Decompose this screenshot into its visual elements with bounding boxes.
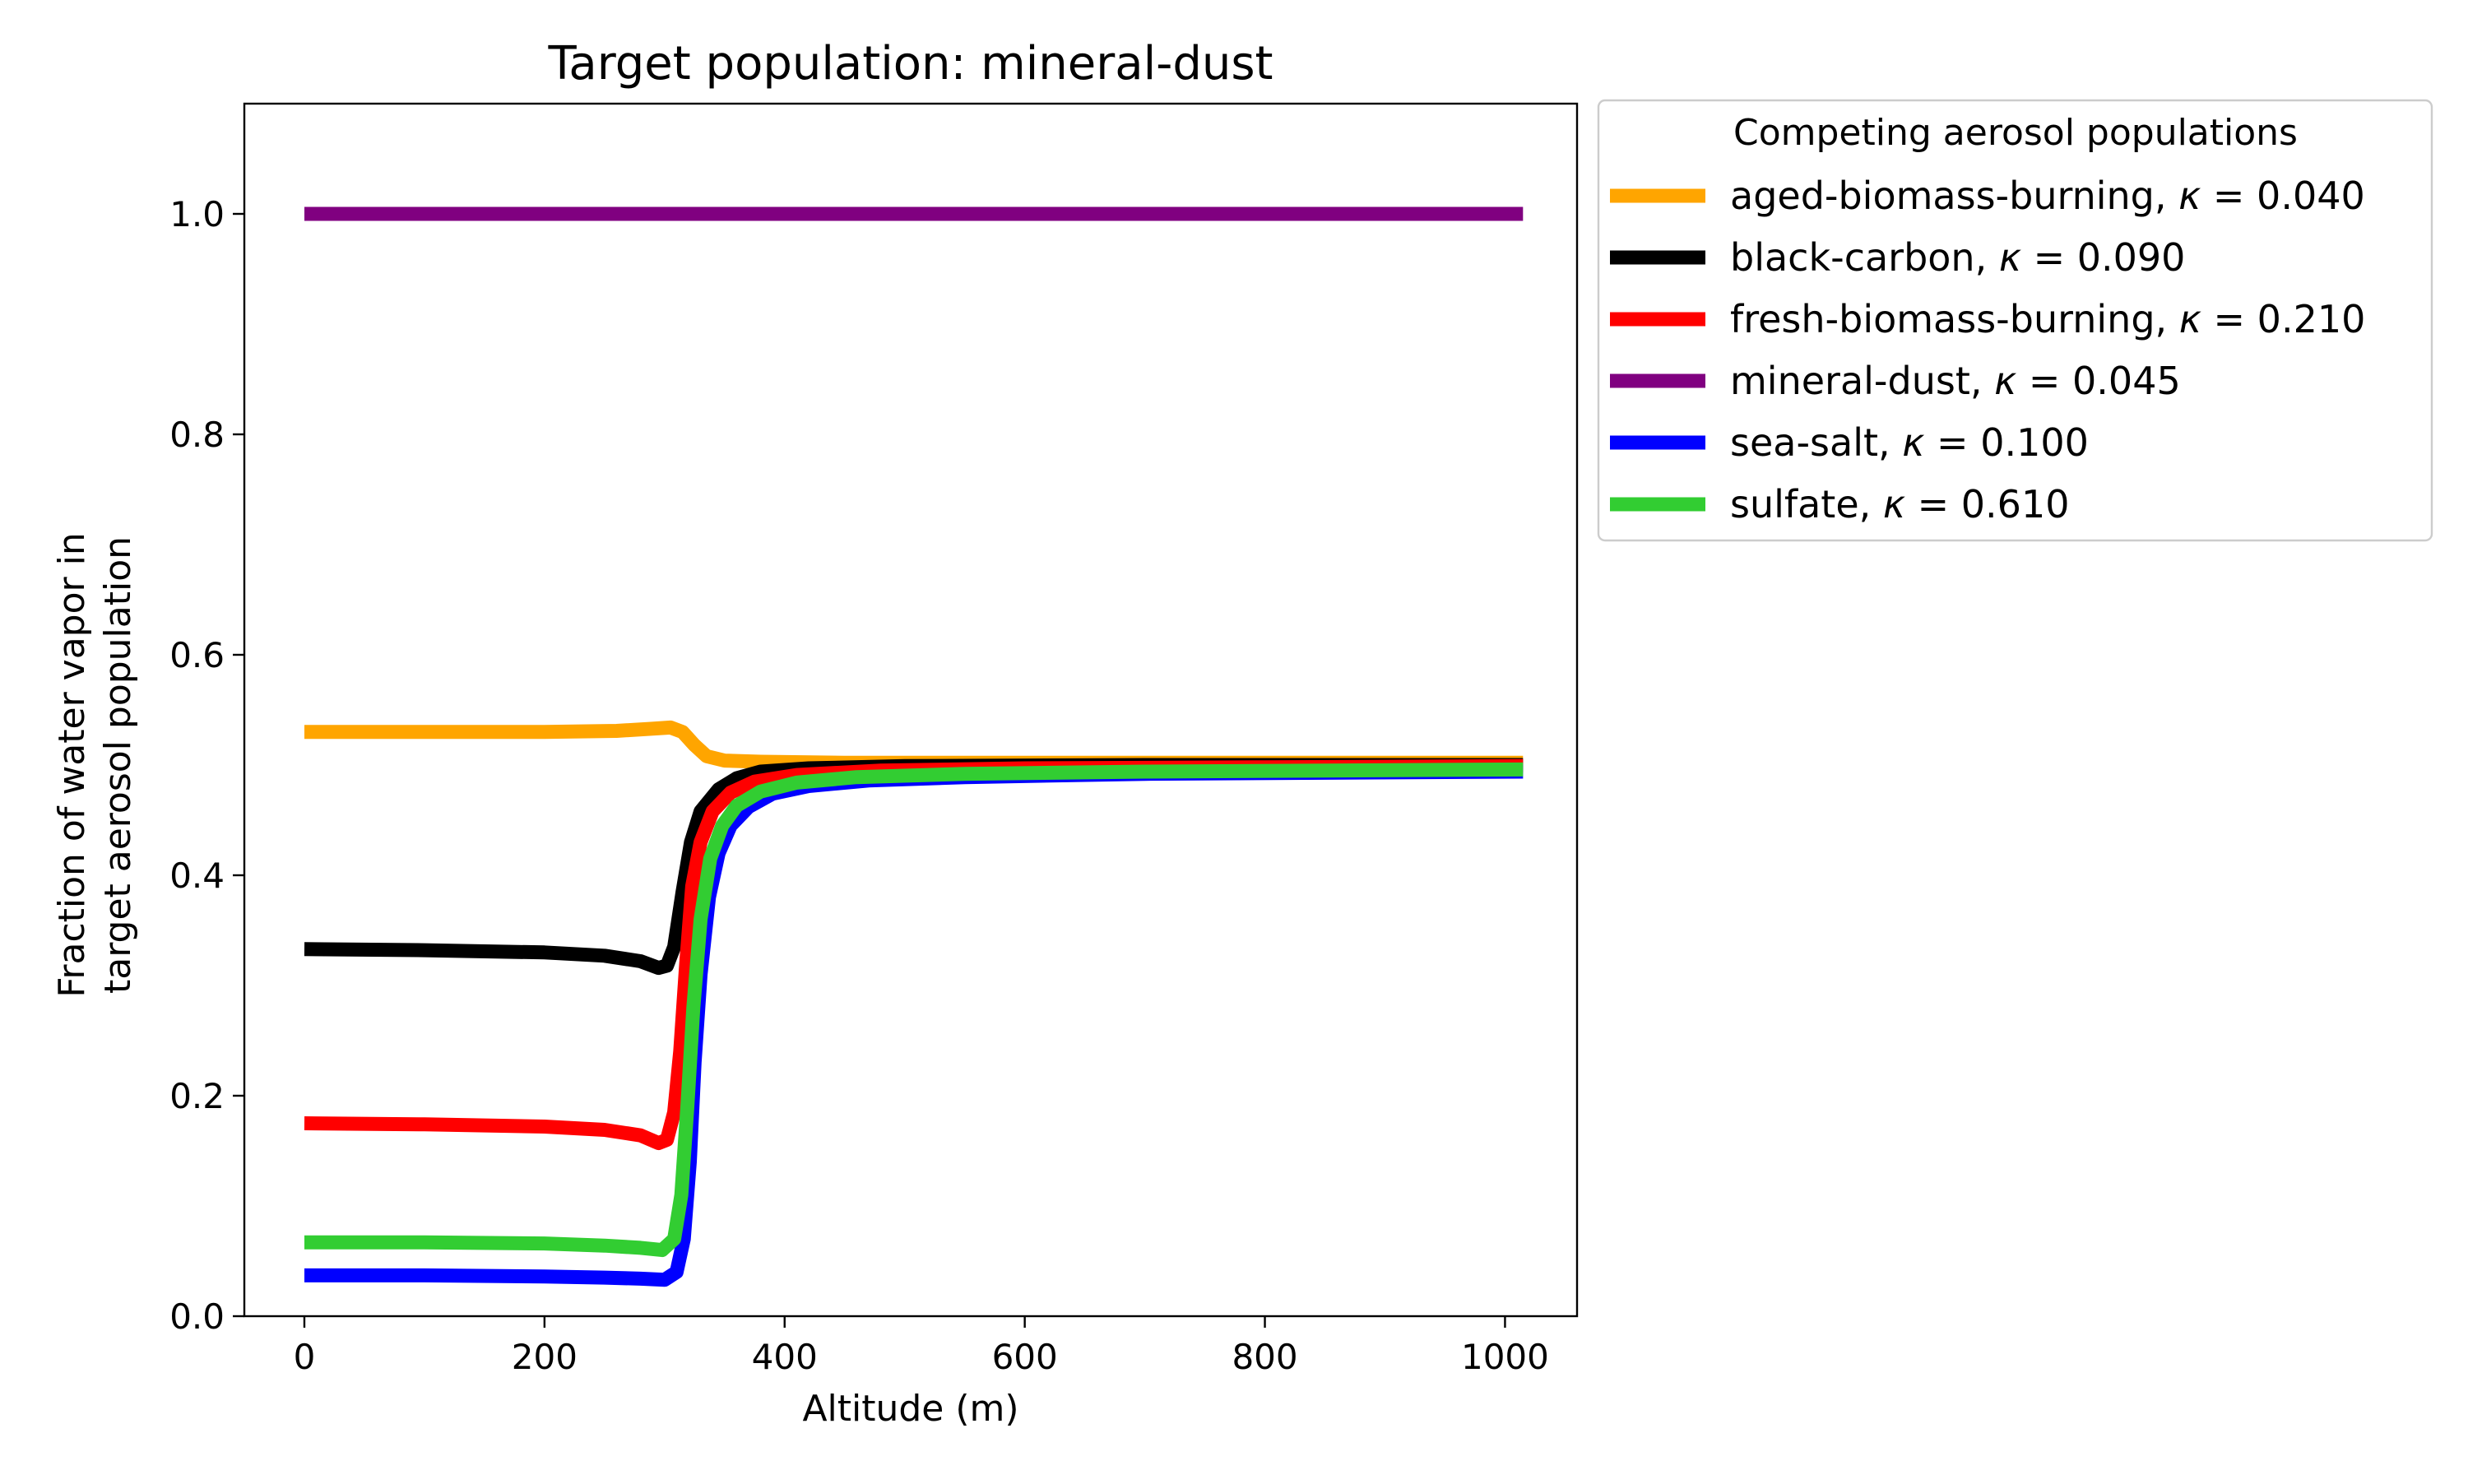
legend-label-sulfate: sulfate, κ = 0.610 (1730, 482, 2069, 526)
x-tick-label: 200 (512, 1337, 578, 1377)
legend-item-sulfate: sulfate, κ = 0.610 (1610, 482, 2069, 526)
y-axis-label-line1: Fraction of water vapor in (51, 532, 93, 997)
legend-box (1597, 99, 2433, 542)
legend-item-aged-biomass-burning: aged-biomass-burning, κ = 0.040 (1610, 174, 2365, 218)
y-axis-label: Fraction of water vapor in target aeroso… (51, 532, 139, 997)
x-axis-ticks: 0 200 400 600 800 1000 (294, 1316, 1549, 1377)
legend-item-mineral-dust: mineral-dust, κ = 0.045 (1610, 359, 2181, 403)
legend-item-black-carbon: black-carbon, κ = 0.090 (1610, 235, 2185, 280)
series-line-sulfate (304, 762, 1524, 1258)
y-tick-label: 0.2 (169, 1076, 225, 1116)
legend-item-sea-salt: sea-salt, κ = 0.100 (1610, 420, 2089, 465)
x-tick-label: 400 (752, 1337, 818, 1377)
legend-item-fresh-biomass-burning: fresh-biomass-burning, κ = 0.210 (1610, 297, 2365, 341)
y-tick-label: 0.0 (169, 1296, 225, 1337)
x-tick-label: 1000 (1461, 1337, 1549, 1377)
legend-title: Competing aerosol populations (1733, 112, 2298, 154)
x-tick-label: 600 (992, 1337, 1058, 1377)
legend: Competing aerosol populations aged-bioma… (1597, 99, 2433, 542)
x-axis-label: Altitude (m) (802, 1388, 1018, 1430)
x-tick-label: 0 (294, 1337, 316, 1377)
chart-title: Target population: mineral-dust (547, 37, 1273, 90)
x-tick-label: 800 (1232, 1337, 1297, 1377)
y-tick-label: 0.8 (169, 415, 225, 455)
legend-label-black-carbon: black-carbon, κ = 0.090 (1730, 235, 2185, 280)
y-axis-label-line2: target aerosol population (97, 536, 139, 994)
y-tick-label: 0.6 (169, 635, 225, 675)
legend-items: aged-biomass-burning, κ = 0.040 black-car… (1610, 174, 2365, 526)
legend-label-aged-biomass-burning: aged-biomass-burning, κ = 0.040 (1730, 174, 2365, 218)
y-tick-label: 1.0 (169, 194, 225, 234)
legend-label-fresh-biomass-burning: fresh-biomass-burning, κ = 0.210 (1730, 297, 2365, 341)
plot-area-frame (243, 102, 1579, 1318)
legend-label-sea-salt: sea-salt, κ = 0.100 (1730, 420, 2089, 465)
y-axis-ticks: 0.0 0.2 0.4 0.6 0.8 1.0 (169, 194, 244, 1337)
legend-label-mineral-dust: mineral-dust, κ = 0.045 (1730, 359, 2181, 403)
series-layer (304, 206, 1524, 1287)
y-tick-label: 0.4 (169, 856, 225, 896)
